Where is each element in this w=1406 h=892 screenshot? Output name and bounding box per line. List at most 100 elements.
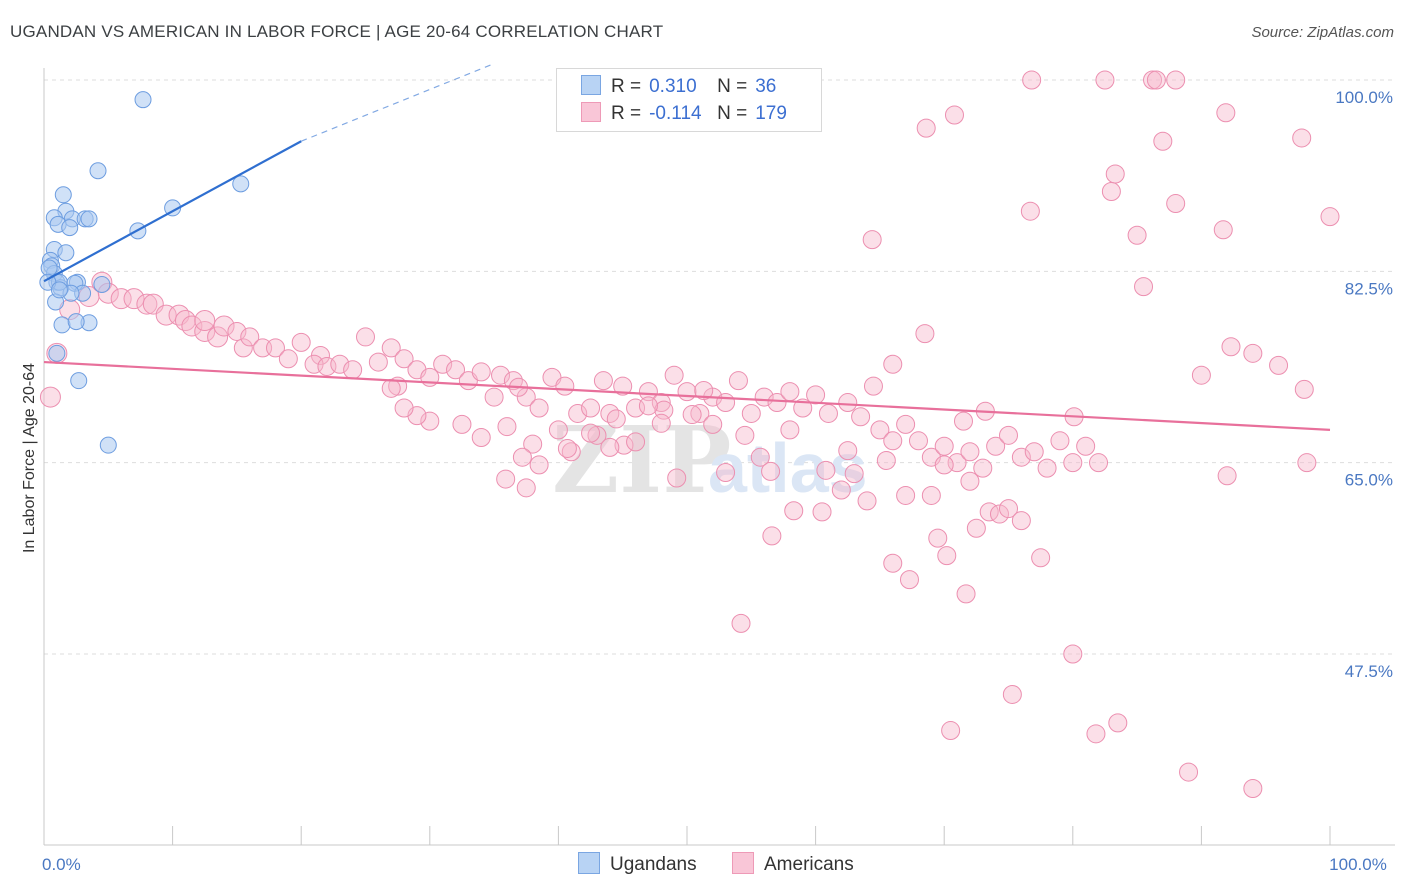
american-point: [1076, 436, 1096, 456]
ugandan-point: [70, 372, 88, 390]
american-point: [818, 403, 838, 423]
american-point: [831, 480, 851, 500]
legend-n-value: 36: [755, 76, 777, 97]
legend-item-americans[interactable]: Americans: [732, 852, 854, 876]
american-point: [291, 332, 311, 352]
american-point: [915, 324, 935, 344]
americans-legend-swatch: [732, 852, 754, 874]
american-point: [613, 376, 633, 396]
american-point: [638, 396, 658, 416]
american-point: [606, 409, 626, 429]
american-point: [896, 414, 916, 434]
american-point: [944, 105, 964, 125]
american-point: [921, 485, 941, 505]
source-credit: Source: ZipAtlas.com: [1251, 24, 1394, 41]
american-point: [568, 403, 588, 423]
american-point: [1320, 207, 1340, 227]
american-point: [497, 417, 517, 437]
american-point: [973, 458, 993, 478]
ugandan-point: [134, 91, 152, 109]
american-point: [240, 327, 260, 347]
american-point: [812, 502, 832, 522]
american-point: [1050, 431, 1070, 451]
gridlines: [44, 79, 1395, 655]
american-point: [265, 338, 285, 358]
american-point: [1108, 713, 1128, 733]
american-point: [960, 471, 980, 491]
american-point: [1191, 365, 1211, 385]
american-point: [667, 468, 687, 488]
y-tick-labels: 47.5% 65.0% 82.5% 100.0%: [1335, 88, 1393, 681]
y-tick-label: 47.5%: [1345, 662, 1393, 681]
american-point: [471, 428, 491, 448]
american-point: [446, 360, 466, 380]
zipatlas-watermark: ZIP atlas: [552, 406, 868, 514]
american-point: [356, 327, 375, 347]
american-point: [677, 382, 697, 402]
american-point: [870, 420, 890, 440]
ugandans-trend-line: [43, 140, 302, 283]
american-point: [1153, 131, 1173, 151]
american-point: [1179, 762, 1199, 782]
american-point: [883, 553, 903, 573]
watermark-zip: ZIP: [552, 406, 731, 514]
american-point: [793, 398, 813, 418]
watermark-atlas: atlas: [708, 429, 868, 507]
american-point: [956, 584, 976, 604]
american-point: [1292, 128, 1312, 148]
american-point: [664, 365, 684, 385]
american-point: [512, 447, 532, 467]
americans-legend-label: Americans: [764, 854, 854, 875]
american-point: [381, 338, 401, 358]
legend-r-label: R =: [611, 76, 642, 97]
american-point: [207, 326, 229, 348]
american-point: [1020, 201, 1040, 221]
american-point: [330, 354, 350, 374]
american-point: [728, 371, 748, 391]
american-point: [908, 431, 928, 451]
americans-swatch: [581, 102, 601, 122]
american-point: [638, 382, 658, 402]
x-ticks: [43, 826, 1331, 845]
american-point: [1127, 225, 1147, 245]
ugandans-trend-extension: [300, 63, 495, 142]
ugandan-point: [53, 316, 71, 334]
ugandan-point: [50, 281, 68, 299]
ugandan-point: [40, 259, 58, 277]
american-point: [1105, 164, 1125, 184]
american-point: [1031, 548, 1051, 568]
ugandan-point: [61, 219, 79, 237]
series-legend: Ugandans Americans: [0, 852, 1406, 878]
american-point: [1297, 453, 1317, 473]
x-tick-label: 100.0%: [1329, 855, 1387, 874]
american-point: [953, 411, 973, 431]
american-point: [581, 398, 601, 418]
american-point: [896, 485, 916, 505]
american-point: [883, 431, 903, 451]
legend-item-ugandans[interactable]: Ugandans: [578, 852, 697, 876]
american-point: [1269, 355, 1289, 375]
ugandans-points: [39, 91, 250, 454]
american-point: [523, 434, 543, 454]
american-point: [941, 721, 961, 741]
american-point: [600, 403, 620, 423]
american-point: [937, 546, 957, 566]
ugandans-legend-swatch: [578, 852, 600, 874]
ugandan-point: [48, 344, 66, 362]
legend-r-value: -0.114: [649, 103, 702, 124]
american-point: [1095, 70, 1115, 90]
american-point: [1089, 453, 1109, 473]
ugandans-legend-label: Ugandans: [610, 854, 697, 875]
american-point: [548, 420, 568, 440]
american-point: [233, 338, 253, 358]
american-point: [1217, 466, 1237, 486]
american-point: [762, 526, 782, 546]
american-point: [876, 450, 896, 470]
american-point: [136, 293, 158, 315]
american-point: [844, 464, 864, 484]
trend-lines: [43, 63, 1331, 431]
legend-n-value: 179: [755, 103, 787, 124]
american-point: [496, 469, 516, 489]
american-point: [1063, 453, 1083, 473]
